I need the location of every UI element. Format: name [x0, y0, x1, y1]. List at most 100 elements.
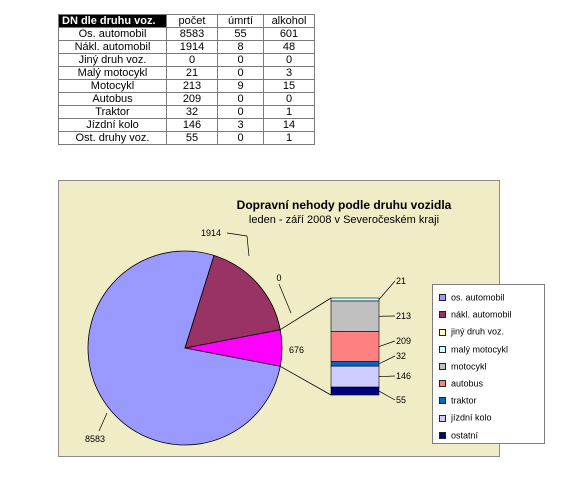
table-row: Nákl. automobil 1914 8 48	[58, 40, 315, 54]
data-label: 676	[289, 345, 304, 355]
legend-item: motocykl	[439, 360, 487, 372]
table-cell-count: 213	[166, 79, 218, 93]
table-cell-vehicle: Malý motocykl	[58, 66, 167, 80]
table-header-vehicle: DN dle druhu voz.	[58, 14, 167, 28]
table-cell-deaths: 0	[217, 53, 264, 67]
connector-line	[280, 297, 332, 331]
legend-label: autobus	[451, 378, 484, 389]
chart-title: Dopravní nehody podle druhu vozidla	[236, 198, 452, 212]
table-cell-alcohol: 0	[263, 53, 315, 67]
data-label: 213	[396, 311, 411, 321]
leader-line	[378, 375, 396, 377]
leader-line	[378, 355, 396, 365]
data-label: 55	[396, 395, 406, 405]
chart-subtitle: leden - září 2008 v Severočeském kraji	[248, 214, 440, 226]
legend-item: ostatní	[439, 429, 478, 441]
table-cell-vehicle: Motocykl	[58, 79, 167, 93]
table-row: Traktor 32 0 1	[58, 105, 315, 119]
pie-slice	[87, 250, 281, 446]
table-cell-vehicle: Traktor	[58, 105, 167, 119]
table-cell-deaths: 3	[217, 118, 264, 132]
table-cell-alcohol: 15	[263, 79, 315, 93]
table-cell-count: 146	[166, 118, 218, 132]
table-row: Jízdní kolo 146 3 14	[58, 118, 315, 132]
legend-swatch	[439, 414, 446, 422]
data-label: 209	[396, 336, 411, 346]
bar-segment	[330, 386, 380, 396]
table-header-count: počet	[166, 14, 218, 28]
table-header-row: DN dle druhu voz. počet úmrtí alkohol	[58, 14, 315, 28]
data-label: 8583	[85, 434, 105, 444]
data-label: 21	[396, 276, 406, 286]
legend-item: jiný druh voz.	[439, 325, 504, 337]
table-cell-alcohol: 3	[263, 66, 315, 80]
table-cell-alcohol: 48	[263, 40, 315, 54]
legend-swatch	[439, 397, 446, 405]
legend-item: os. automobil	[439, 291, 505, 303]
legend-label: jízdní kolo	[451, 413, 492, 424]
leader-line	[226, 232, 248, 237]
bar-segment	[330, 365, 380, 388]
table-cell-deaths: 8	[217, 40, 264, 54]
table-row: Autobus 209 0 0	[58, 92, 315, 106]
legend-swatch	[439, 431, 446, 439]
legend-swatch	[439, 294, 446, 302]
legend-label: malý motocykl	[451, 344, 509, 355]
legend-item: traktor	[439, 394, 477, 406]
pie-slice	[184, 254, 281, 349]
table-row: Malý motocykl 21 0 3	[58, 66, 315, 80]
data-label: 146	[396, 371, 411, 381]
leader-line	[278, 283, 292, 314]
leader-line	[246, 235, 250, 257]
leader-line	[378, 340, 396, 347]
table-row: Motocykl 213 9 15	[58, 79, 315, 93]
table-cell-count: 1914	[166, 40, 218, 54]
table-cell-deaths: 0	[217, 92, 264, 106]
table-cell-deaths: 55	[217, 27, 264, 41]
table-row: Jiný druh voz. 0 0 0	[58, 53, 315, 67]
leader-line	[98, 412, 108, 432]
table-header-deaths: úmrtí	[217, 14, 264, 28]
data-label: 1914	[201, 228, 221, 238]
table-cell-deaths: 0	[217, 131, 264, 145]
chart-canvas: 8583 1914 0 676 21 213 209 32 146 55	[85, 228, 411, 446]
accident-table: DN dle druhu voz. počet úmrtí alkohol Os…	[58, 14, 315, 145]
table-cell-alcohol: 601	[263, 27, 315, 41]
table-row: Ost. druhy voz. 55 0 1	[58, 131, 315, 145]
legend-swatch	[439, 311, 446, 319]
table-cell-deaths: 9	[217, 79, 264, 93]
table-cell-count: 55	[166, 131, 218, 145]
legend-item: nákl. automobil	[439, 308, 512, 320]
table-cell-vehicle: Nákl. automobil	[58, 40, 167, 54]
table-cell-alcohol: 0	[263, 92, 315, 106]
legend-swatch	[439, 328, 446, 336]
table-cell-deaths: 0	[217, 105, 264, 119]
legend-item: autobus	[439, 377, 483, 389]
table-cell-vehicle: Jízdní kolo	[58, 118, 167, 132]
data-label: 32	[396, 351, 406, 361]
table-cell-alcohol: 1	[263, 105, 315, 119]
connector-line	[280, 365, 332, 396]
table-cell-deaths: 0	[217, 66, 264, 80]
legend-swatch	[439, 380, 446, 388]
bar-segment	[330, 297, 380, 302]
data-label: 0	[276, 273, 281, 283]
table-cell-vehicle: Os. automobil	[58, 27, 167, 41]
chart-legend: os. automobil nákl. automobil jiný druh vo…	[432, 284, 545, 444]
table-cell-count: 21	[166, 66, 218, 80]
bar-segment	[330, 361, 380, 367]
legend-label: motocykl	[451, 361, 487, 372]
table-cell-count: 32	[166, 105, 218, 119]
table-cell-count: 0	[166, 53, 218, 67]
table-cell-count: 8583	[166, 27, 218, 41]
legend-swatch	[439, 345, 446, 353]
table-header-alcohol: alkohol	[263, 14, 315, 28]
table-cell-count: 209	[166, 92, 218, 106]
table-cell-vehicle: Ost. druhy voz.	[58, 131, 167, 145]
legend-label: traktor	[451, 395, 477, 406]
table-cell-alcohol: 1	[263, 131, 315, 145]
chart-area: 8583 1914 0 676 21 213 209 32 146 55 Dopravní neh…	[58, 180, 545, 457]
legend-item: malý motocykl	[439, 343, 508, 355]
legend-item: jízdní kolo	[439, 411, 492, 423]
legend-label: jiný druh voz.	[451, 327, 505, 338]
